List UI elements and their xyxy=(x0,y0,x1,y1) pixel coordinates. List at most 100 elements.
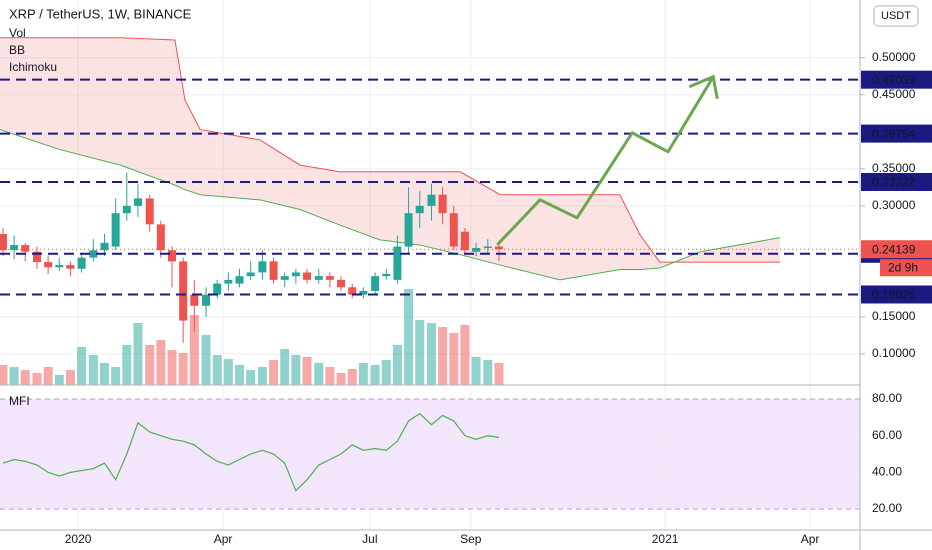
candle-body xyxy=(55,265,64,268)
volume-bar xyxy=(111,367,121,385)
indicator-label: Vol xyxy=(9,26,26,40)
time-axis-bg xyxy=(0,530,932,550)
mfi-line xyxy=(2,412,500,492)
x-tick-label: Apr xyxy=(801,532,820,546)
volume-bar xyxy=(291,355,301,385)
mfi-tick-label: 60.00 xyxy=(872,428,902,442)
volume-bar xyxy=(223,359,233,385)
volume-bar xyxy=(370,365,380,385)
volume-bar xyxy=(426,323,436,385)
volume-bar xyxy=(201,335,211,385)
candle-body xyxy=(325,276,334,280)
candle-body xyxy=(77,257,86,269)
candle-body xyxy=(66,265,75,269)
volume-bar xyxy=(325,367,335,385)
mfi-tick-label: 40.00 xyxy=(872,465,902,479)
candle-body xyxy=(427,194,436,206)
last-price-label: 0.24139 xyxy=(872,242,916,256)
volume-bar xyxy=(449,333,459,385)
candle-body xyxy=(438,194,447,214)
volume-bar xyxy=(483,360,493,385)
currency-button[interactable] xyxy=(873,5,919,27)
projection-line xyxy=(496,76,715,246)
y-tick-label: 0.10000 xyxy=(872,346,916,360)
level-label-bg xyxy=(861,124,932,143)
volume-bar xyxy=(438,327,448,385)
volume-bar xyxy=(460,325,470,385)
candle-body xyxy=(202,294,211,306)
legend: XRP / TetherUS, 1W, BINANCE Vol BB Ichim… xyxy=(9,6,192,408)
candle-body xyxy=(382,273,391,277)
volume-bar xyxy=(494,363,504,385)
volume-bar xyxy=(133,323,143,385)
y-tick-label: 0.35000 xyxy=(872,161,916,175)
candle-body xyxy=(10,245,19,251)
candle-body xyxy=(303,272,312,280)
volume-bar xyxy=(0,365,8,385)
volume-bar xyxy=(77,347,87,385)
volume-bar xyxy=(189,315,199,385)
y-tick-label: 0.30000 xyxy=(872,198,916,212)
volume-bar xyxy=(20,370,30,385)
volume-bar xyxy=(314,363,324,385)
volume-bar xyxy=(415,320,425,385)
candle-body xyxy=(280,276,289,280)
volume-bar xyxy=(235,365,245,385)
candle-body xyxy=(371,276,380,291)
y-tick-label: 0.50000 xyxy=(872,50,916,64)
candle-body xyxy=(156,224,165,251)
candle-body xyxy=(291,272,300,277)
mfi-band xyxy=(0,398,860,510)
volume-bar xyxy=(280,349,290,385)
candle-body xyxy=(246,272,255,277)
candle-body xyxy=(460,231,469,251)
projection-arrowhead xyxy=(688,74,719,100)
indicator-label: MFI xyxy=(9,394,30,408)
candle-body xyxy=(258,261,267,273)
level-label: 0.33222 xyxy=(872,175,916,189)
candle-body xyxy=(133,198,142,206)
candle-body xyxy=(235,276,244,284)
candle-body xyxy=(314,276,323,280)
candle-body xyxy=(348,287,357,295)
volume-bar xyxy=(9,367,19,385)
volume-bar xyxy=(178,353,188,385)
candle-body xyxy=(393,246,402,280)
volume-bar xyxy=(404,289,414,385)
x-tick-label: 2021 xyxy=(652,532,679,546)
candle-body xyxy=(168,250,176,262)
volume-bar xyxy=(246,370,256,385)
ichimoku-cloud xyxy=(0,37,781,280)
volume-bar xyxy=(122,345,132,385)
candle-body xyxy=(179,261,188,321)
candle-body xyxy=(337,279,346,288)
level-label: 0.47039 xyxy=(872,73,916,87)
candle-body xyxy=(472,248,481,252)
candle-body xyxy=(111,213,120,247)
countdown: 2d 9h xyxy=(888,260,918,274)
volume-bar xyxy=(381,360,391,385)
volume-bar xyxy=(336,373,346,385)
mfi-tick-label: 80.00 xyxy=(872,391,902,405)
candle-body xyxy=(190,294,199,306)
candle-body xyxy=(100,242,109,251)
candle-body xyxy=(89,250,98,258)
ichimoku-span-a xyxy=(0,129,781,281)
x-tick-label: Jul xyxy=(362,532,377,546)
x-tick-label: Apr xyxy=(214,532,233,546)
volume-bar xyxy=(167,350,177,385)
ichimoku-span-b xyxy=(0,37,781,263)
candle-body xyxy=(483,246,492,249)
volume-bar xyxy=(358,363,368,385)
y-tick-label: 0.15000 xyxy=(872,309,916,323)
plot xyxy=(0,0,860,530)
chart-title: XRP / TetherUS, 1W, BINANCE xyxy=(9,6,192,21)
volume-bar xyxy=(347,369,357,385)
volume-bar xyxy=(43,367,53,385)
candle-body xyxy=(359,290,368,295)
currency[interactable]: USDT xyxy=(881,10,911,22)
y-tick-label: 0.45000 xyxy=(872,87,916,101)
volume-bar xyxy=(54,375,64,385)
